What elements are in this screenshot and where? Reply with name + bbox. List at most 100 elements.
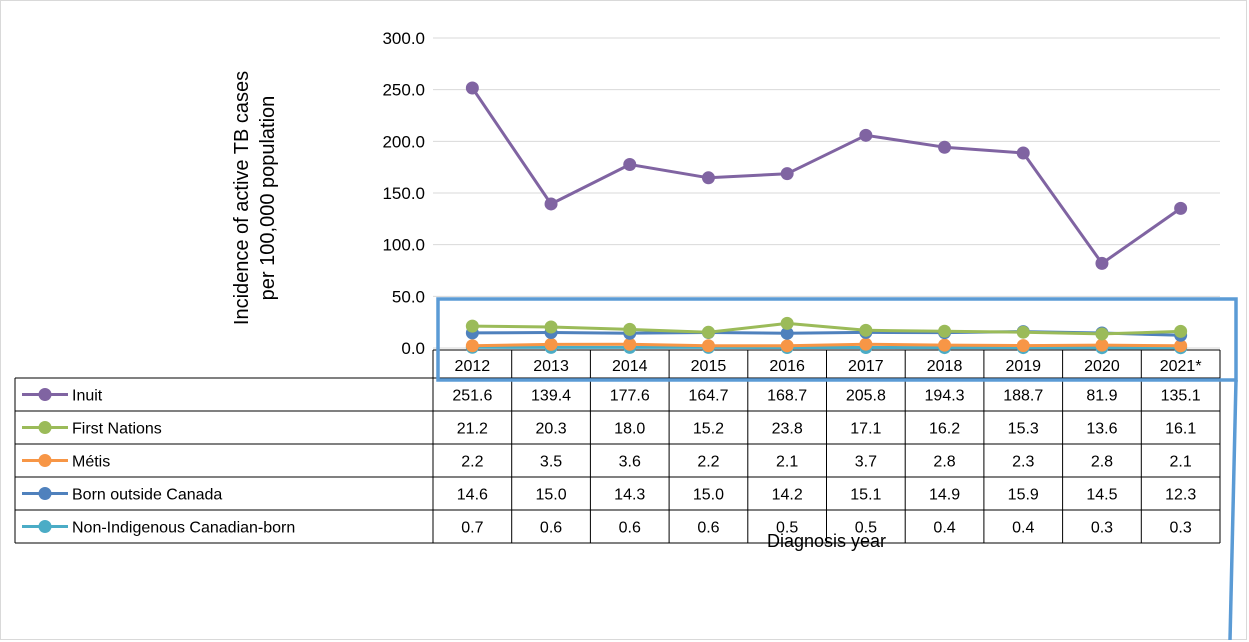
data-point	[1016, 325, 1030, 339]
data-label: 13.6	[1086, 421, 1117, 438]
data-label: 0.6	[697, 520, 719, 537]
data-label: 16.2	[929, 421, 960, 438]
data-point	[623, 337, 637, 351]
data-point	[938, 324, 952, 338]
data-label: 15.3	[1008, 421, 1039, 438]
y-axis-label: Incidence of active TB cases	[231, 71, 253, 325]
data-label: 14.9	[929, 487, 960, 504]
data-point	[1095, 327, 1109, 341]
data-point	[1016, 146, 1030, 160]
legend-key-marker	[38, 388, 52, 401]
x-tick-label: 2019	[1005, 358, 1041, 375]
x-axis-label: Diagnosis year	[767, 531, 886, 551]
data-point	[780, 326, 794, 340]
data-point	[780, 339, 794, 353]
data-label: 2.3	[1012, 454, 1034, 471]
highlight-connector	[1228, 379, 1238, 641]
data-label: 205.8	[846, 388, 886, 405]
data-point	[780, 316, 794, 330]
data-label: 18.0	[614, 421, 645, 438]
y-tick-label: 50.0	[392, 287, 425, 306]
y-tick-label: 0.0	[401, 339, 425, 358]
data-label: 0.5	[776, 520, 798, 537]
data-label: 14.6	[457, 487, 488, 504]
data-label: 139.4	[531, 388, 571, 405]
data-point	[859, 337, 873, 351]
data-label: 164.7	[688, 388, 728, 405]
y-tick-label: 150.0	[382, 184, 425, 203]
data-label: 168.7	[767, 388, 807, 405]
data-label: 0.3	[1170, 520, 1192, 537]
data-point	[1016, 339, 1030, 353]
data-point	[701, 171, 715, 185]
data-label: 14.5	[1086, 487, 1117, 504]
data-label: 3.7	[855, 454, 877, 471]
x-tick-label: 2021*	[1160, 358, 1202, 375]
legend-key-marker	[38, 454, 52, 467]
data-label: 21.2	[457, 421, 488, 438]
data-label: 15.0	[535, 487, 566, 504]
x-tick-label: 2016	[769, 358, 805, 375]
legend-entry: Born outside Canada	[72, 487, 222, 504]
data-point	[780, 167, 794, 181]
legend-entry: First Nations	[72, 421, 162, 438]
data-label: 2.1	[1170, 454, 1192, 471]
data-label: 81.9	[1086, 388, 1117, 405]
data-label: 188.7	[1003, 388, 1043, 405]
data-point	[465, 81, 479, 95]
y-axis-label: per 100,000 population	[257, 96, 279, 301]
data-label: 2.2	[461, 454, 483, 471]
data-point	[623, 322, 637, 336]
data-label: 0.7	[461, 520, 483, 537]
data-point	[465, 319, 479, 333]
data-point	[544, 197, 558, 211]
data-label: 2.2	[697, 454, 719, 471]
data-point	[701, 325, 715, 339]
data-label: 135.1	[1161, 388, 1201, 405]
y-tick-label: 300.0	[382, 29, 425, 48]
x-tick-label: 2015	[691, 358, 727, 375]
data-label: 15.9	[1008, 487, 1039, 504]
data-point	[701, 339, 715, 353]
series-line	[471, 87, 1182, 265]
data-label: 0.3	[1091, 520, 1113, 537]
x-tick-label: 2012	[455, 358, 491, 375]
data-point	[544, 320, 558, 334]
legend-entry: Non-Indigenous Canadian-born	[72, 520, 295, 537]
legend-key-marker	[38, 421, 52, 434]
data-point	[1174, 201, 1188, 215]
series-line	[472, 321, 1181, 336]
x-tick-label: 2014	[612, 358, 648, 375]
data-label: 194.3	[925, 388, 965, 405]
data-label: 14.3	[614, 487, 645, 504]
data-point	[623, 157, 637, 171]
legend-key-marker	[38, 487, 52, 500]
data-label: 23.8	[772, 421, 803, 438]
data-label: 15.1	[850, 487, 881, 504]
data-point	[544, 337, 558, 351]
legend-entry: Métis	[72, 454, 110, 471]
data-label: 3.6	[619, 454, 641, 471]
data-label: 17.1	[850, 421, 881, 438]
data-point	[1174, 324, 1188, 338]
x-tick-label: 2017	[848, 358, 884, 375]
data-point	[465, 339, 479, 353]
data-point	[1095, 256, 1109, 270]
x-tick-label: 2013	[533, 358, 569, 375]
data-point	[938, 338, 952, 352]
data-label: 15.0	[693, 487, 724, 504]
data-label: 2.8	[1091, 454, 1113, 471]
data-label: 0.4	[933, 520, 955, 537]
data-label: 2.8	[933, 454, 955, 471]
legend-entry: Inuit	[72, 388, 103, 405]
data-label: 0.6	[619, 520, 641, 537]
data-label: 177.6	[610, 388, 650, 405]
data-label: 2.1	[776, 454, 798, 471]
data-label: 12.3	[1165, 487, 1196, 504]
data-label: 0.5	[855, 520, 877, 537]
y-tick-label: 200.0	[382, 132, 425, 151]
x-tick-label: 2018	[927, 358, 963, 375]
y-tick-label: 100.0	[382, 236, 425, 255]
